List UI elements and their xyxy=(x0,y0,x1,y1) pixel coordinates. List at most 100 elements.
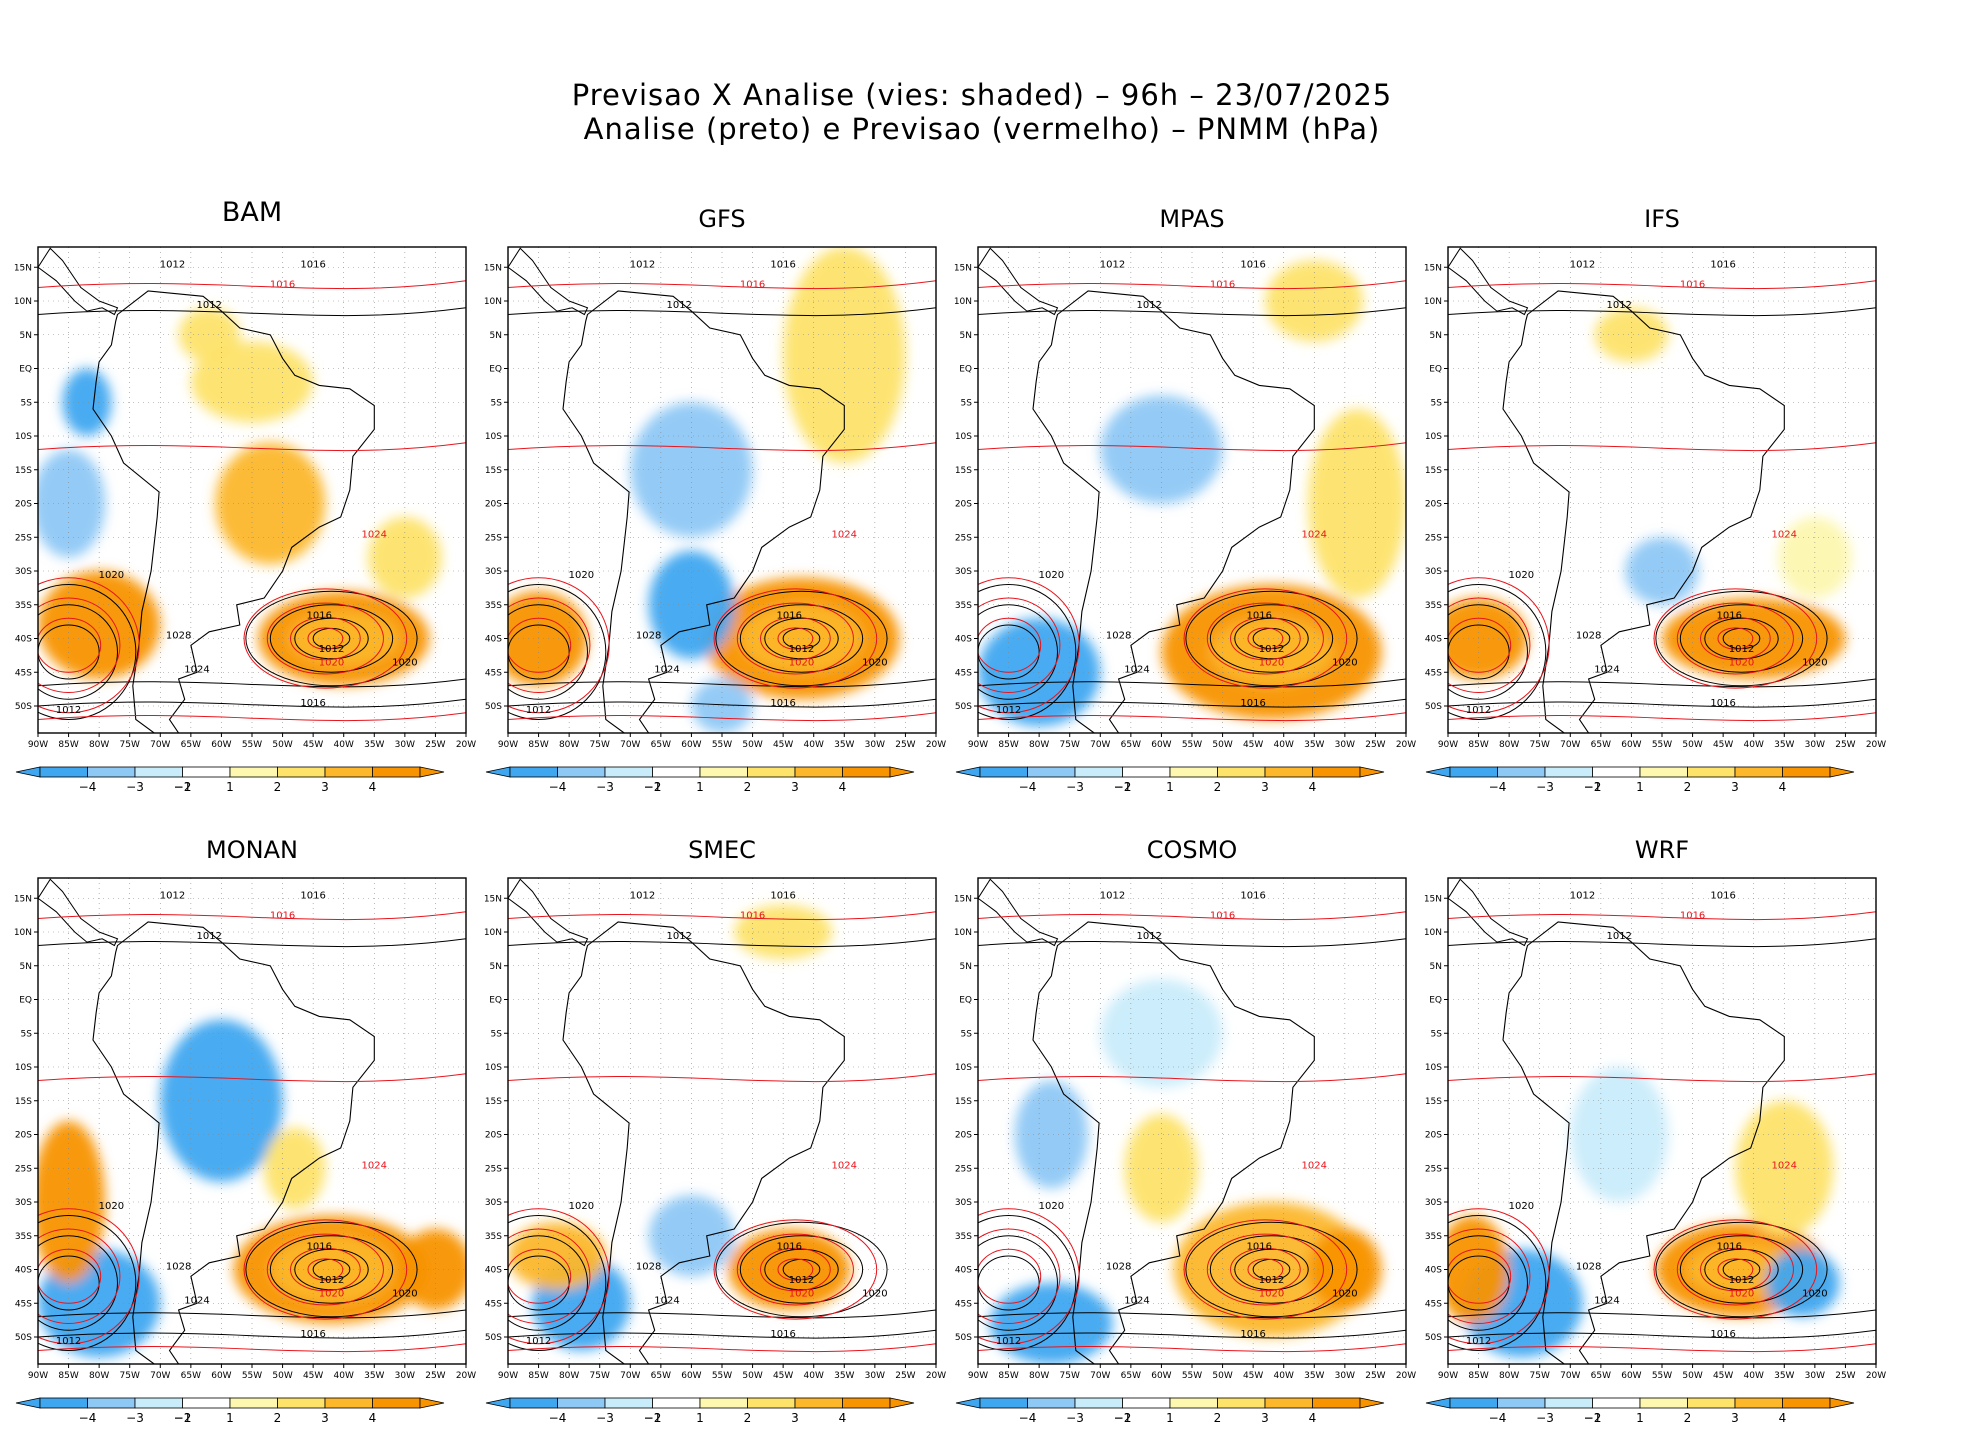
forecast-isobars xyxy=(978,280,1406,722)
isobar-label: 1016 xyxy=(770,1329,795,1340)
lat-tick-label: 15S xyxy=(955,466,972,476)
lon-tick-label: 55W xyxy=(1182,1371,1202,1381)
lat-tick-label: 45S xyxy=(15,668,32,678)
isobar-label: 1020 xyxy=(862,658,887,669)
forecast-isobars xyxy=(978,911,1406,1353)
lon-tick-label: 40W xyxy=(804,740,824,750)
lat-tick-label: 5N xyxy=(1430,331,1442,341)
forecast-isobars xyxy=(38,911,466,1353)
colorbar-label: 2 xyxy=(274,1411,282,1425)
isobar-label: 1020 xyxy=(392,658,417,669)
colorbar-label: −3 xyxy=(1066,780,1084,794)
lat-tick-label: 15N xyxy=(954,263,972,273)
colorbar-swatch xyxy=(1312,1397,1361,1409)
colorbar-swatch xyxy=(1639,766,1688,778)
lat-tick-label: 10S xyxy=(1425,1063,1442,1073)
lon-tick-label: 60W xyxy=(211,1371,231,1381)
isobar-label: 1016 xyxy=(1680,280,1705,291)
lat-tick-label: EQ xyxy=(19,365,32,375)
lat-tick-label: 25S xyxy=(15,1164,32,1174)
coastline xyxy=(1032,290,1315,733)
colorbar-label: −4 xyxy=(1019,780,1037,794)
lat-tick-label: 40S xyxy=(485,1266,502,1276)
isobar-label: 1012 xyxy=(160,259,185,270)
lon-tick-label: 85W xyxy=(528,1371,548,1381)
lat-tick-label: 35S xyxy=(485,1232,502,1242)
colorbar: −4 −3 −2−1 1 2 3 4 xyxy=(485,1397,915,1425)
lat-tick-label: 45S xyxy=(15,1299,32,1309)
lon-tick-label: 20W xyxy=(1396,740,1416,750)
lon-tick-label: 50W xyxy=(1212,1371,1232,1381)
lon-tick-label: 40W xyxy=(1744,1371,1764,1381)
isobar-label: 1016 xyxy=(1710,259,1735,270)
figure-title-line2: Analise (preto) e Previsao (vermelho) – … xyxy=(583,112,1381,146)
colorbar-label: 3 xyxy=(1731,780,1739,794)
lon-tick-label: 90W xyxy=(968,1371,988,1381)
isobar-label: 1016 xyxy=(770,698,795,709)
lat-tick-label: 5N xyxy=(960,962,972,972)
lon-tick-label: 50W xyxy=(742,740,762,750)
colorbar-label: −2 xyxy=(1114,780,1132,794)
lon-tick-label: 35W xyxy=(364,740,384,750)
colorbar-label: −2 xyxy=(1584,780,1602,794)
colorbar-label: −3 xyxy=(1536,1411,1554,1425)
isobar-label: 1012 xyxy=(1570,890,1595,901)
isobar-label: 1016 xyxy=(300,1329,325,1340)
colorbar-label: −4 xyxy=(1489,1411,1507,1425)
lon-tick-label: 25W xyxy=(1835,740,1855,750)
lon-tick-label: 30W xyxy=(1335,740,1355,750)
lat-tick-label: 10N xyxy=(1424,928,1442,938)
model-panel: MONAN 1012 1016 1012 1016 1016 1012 1012 1024 102… xyxy=(0,836,476,1426)
colorbar-swatch xyxy=(699,1397,748,1409)
lon-tick-label: 30W xyxy=(395,1371,415,1381)
lat-tick-label: 15S xyxy=(15,466,32,476)
isobar-label: 1012 xyxy=(1259,1275,1284,1286)
colorbar-swatch xyxy=(1217,766,1266,778)
lat-tick-label: 45S xyxy=(1425,668,1442,678)
lon-tick-label: 85W xyxy=(1468,740,1488,750)
isobar-label: 1020 xyxy=(1259,1289,1284,1300)
lat-tick-label: 25S xyxy=(955,533,972,543)
colorbar-swatch xyxy=(39,766,88,778)
lon-tick-label: 55W xyxy=(712,740,732,750)
lon-tick-label: 20W xyxy=(456,1371,476,1381)
colorbar: −4 −3 −2−1 1 2 3 4 xyxy=(955,1397,1385,1425)
lat-tick-label: 30S xyxy=(485,567,502,577)
isobar-label: 1016 xyxy=(1717,1241,1742,1252)
isobar-label: 1016 xyxy=(300,259,325,270)
lon-tick-label: 75W xyxy=(120,1371,140,1381)
colorbar-label: −1 xyxy=(1114,780,1132,794)
lat-tick-label: 20S xyxy=(15,500,32,510)
colorbar-label: 1 xyxy=(696,780,704,794)
colorbar-label: −2 xyxy=(644,1411,662,1425)
lon-tick-label: 70W xyxy=(1090,740,1110,750)
colorbar-label: 3 xyxy=(1261,1411,1269,1425)
lon-tick-label: 35W xyxy=(1304,1371,1324,1381)
isobar-label: 1024 xyxy=(654,1295,679,1306)
lat-tick-label: 40S xyxy=(955,1266,972,1276)
colorbar-swatch xyxy=(372,766,421,778)
isobar-label: 1020 xyxy=(1729,1289,1754,1300)
lon-tick-label: 35W xyxy=(834,1371,854,1381)
isobar-label: 1020 xyxy=(99,1201,124,1212)
colorbar-swatch xyxy=(277,766,326,778)
colorbar: −4 −3 −2−1 1 2 3 4 xyxy=(15,1397,445,1425)
isobar-label: 1016 xyxy=(307,1241,332,1252)
lat-tick-label: 5S xyxy=(21,398,33,408)
colorbar-swatch xyxy=(1592,1397,1641,1409)
colorbar-swatch xyxy=(372,1397,421,1409)
colorbar-swatch xyxy=(229,766,278,778)
isobar-label: 1024 xyxy=(832,1160,857,1171)
lat-tick-label: 20S xyxy=(1425,500,1442,510)
isobar-label: 1020 xyxy=(1259,658,1284,669)
bias-map: 1012 1016 1012 1016 1016 1012 1012 1024 1020 1028… xyxy=(954,246,1416,750)
lon-tick-label: 35W xyxy=(1774,740,1794,750)
colorbar-label: 4 xyxy=(369,780,377,794)
lon-tick-label: 70W xyxy=(150,740,170,750)
colorbar-label: 3 xyxy=(791,1411,799,1425)
panel-title: GFS xyxy=(698,205,746,233)
lon-tick-label: 60W xyxy=(211,740,231,750)
isobar-label: 1012 xyxy=(160,890,185,901)
lon-tick-label: 75W xyxy=(590,740,610,750)
panel-title: IFS xyxy=(1644,205,1680,233)
